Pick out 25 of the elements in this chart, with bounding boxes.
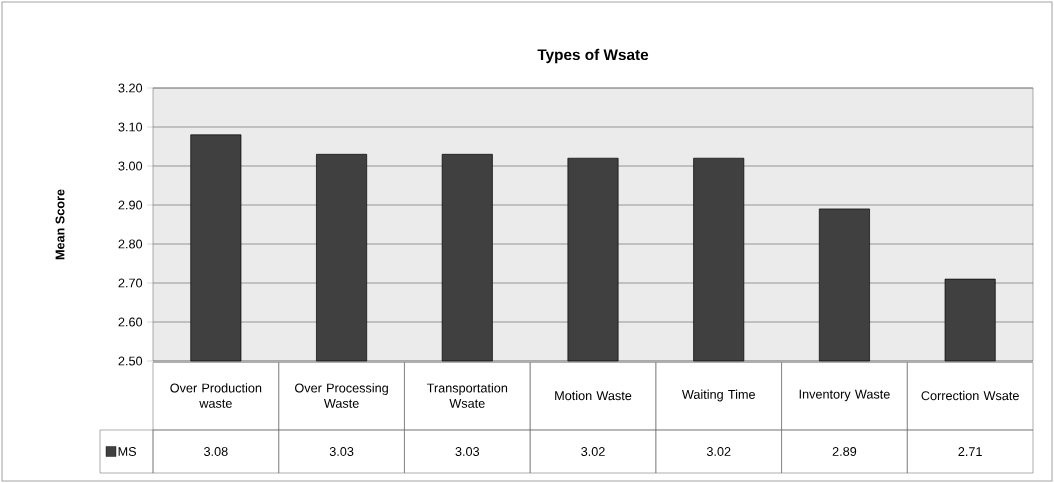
data-label: 2.71 [958, 447, 982, 456]
y-tick-label: 2.80 [118, 239, 143, 249]
x-tick-label: Waiting Time [681, 389, 755, 402]
data-label: 3.08 [204, 447, 228, 456]
data-label: 3.02 [581, 447, 605, 456]
chart-title: Types of Wsate [537, 48, 649, 64]
y-tick-label: 2.50 [118, 356, 143, 366]
x-tick-label: Inventory Waste [799, 389, 890, 402]
y-axis-title: Mean Score [55, 189, 65, 260]
legend-label: MS [118, 447, 137, 456]
y-tick-label: 3.20 [118, 83, 143, 93]
data-label: 2.89 [832, 447, 857, 456]
data-label: 3.03 [455, 447, 480, 456]
y-tick-label: 2.70 [118, 278, 143, 288]
x-tick-label: Transportation Wsate [426, 383, 508, 408]
x-tick-label: Motion Waste [555, 390, 632, 401]
x-tick-label: Correction Wsate [921, 390, 1019, 401]
data-label: 3.03 [329, 447, 354, 456]
data-label: 3.02 [706, 447, 731, 456]
y-tick-label: 2.90 [118, 200, 143, 210]
y-tick-label: 3.00 [118, 161, 143, 171]
y-tick-label: 2.60 [118, 317, 143, 327]
x-tick-label: Over Production waste [170, 383, 262, 408]
y-tick-label: 3.10 [118, 122, 143, 132]
x-tick-label: Over Processing Waste [295, 383, 388, 408]
